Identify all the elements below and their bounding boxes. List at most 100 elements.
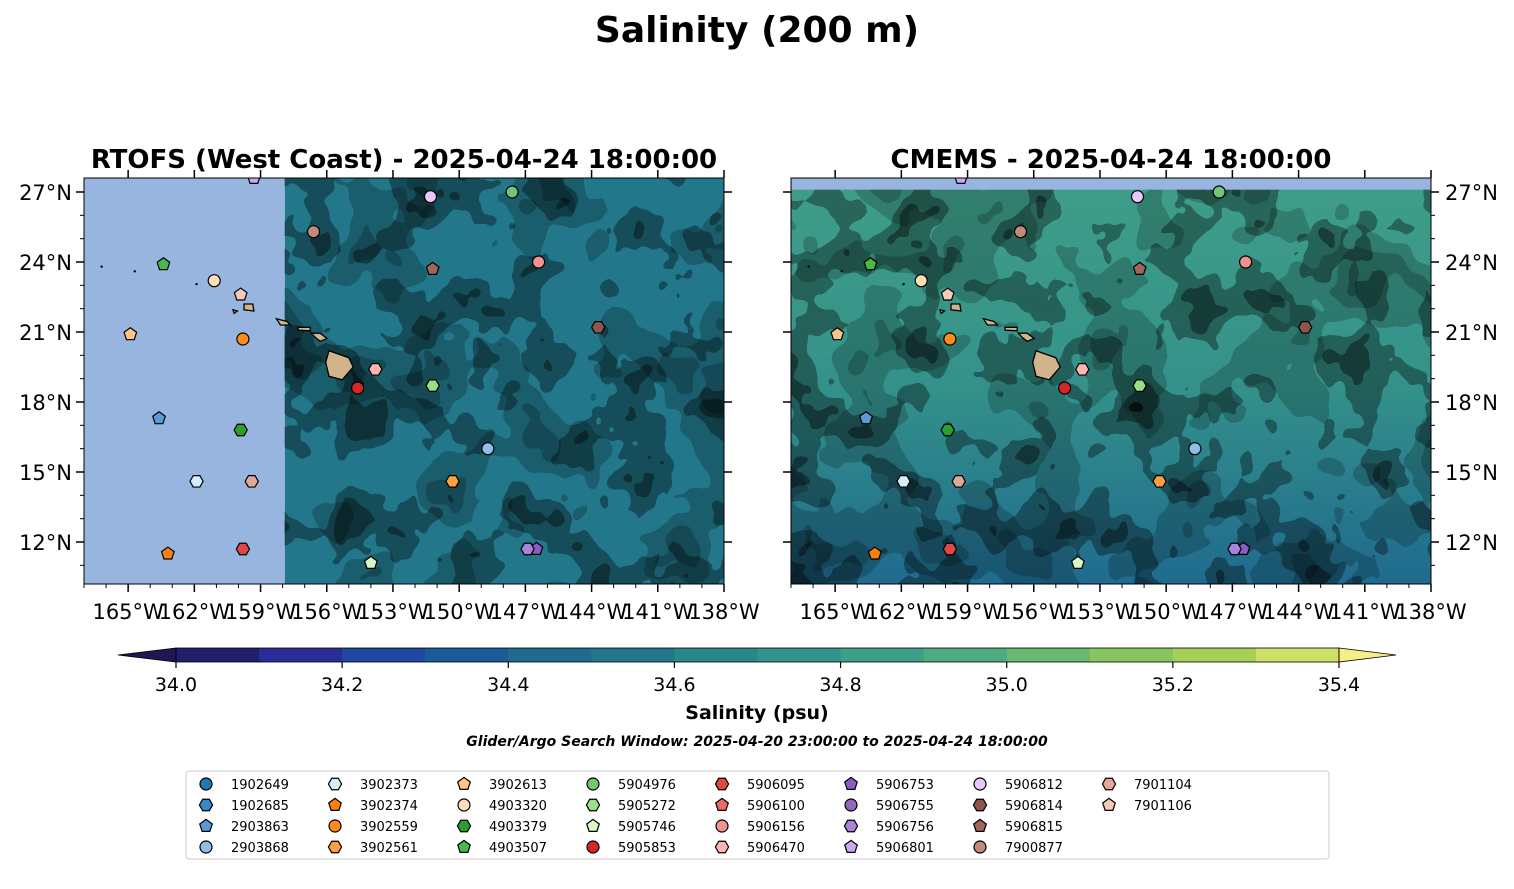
legend-label: 5906470 [747,841,805,856]
islet [195,282,198,286]
legend-marker-5906156 [715,819,729,833]
legend-item-5904976: 5904976 [586,777,676,793]
float-5906812 [1130,190,1145,204]
islet [840,270,843,273]
legend-marker-3902561 [327,840,343,854]
legend-label: 5906812 [1005,778,1063,793]
colorbar-label: Salinity (psu) [685,702,828,724]
colorbar-bin [425,648,509,662]
legend-marker-3902559 [328,819,342,833]
islet [902,282,905,286]
island-land [232,308,239,315]
float-5905746 [1070,555,1085,569]
legend-marker-1902649 [199,777,213,791]
y-tick-label: 18°N [1445,391,1498,415]
float-5906756 [1227,542,1242,556]
colorbar-bin [1006,648,1091,662]
island-land [325,349,354,381]
legend-label: 3902374 [360,799,418,814]
legend-label: 2903863 [231,820,289,835]
legend-marker-5906753 [844,776,858,790]
legend-item-7901106: 7901106 [1102,797,1192,814]
colorbar-bin [1172,648,1257,662]
legend-item-5906801: 5906801 [844,839,934,856]
legend-item-4903379: 4903379 [456,819,547,835]
figure-title: Salinity (200 m) [595,10,919,51]
float-7901104 [244,475,260,488]
colorbar-tick-label: 34.4 [487,674,529,696]
legend-item-1902685: 1902685 [198,798,289,814]
legend-label: 5906753 [876,778,934,793]
legend-marker-3902613 [457,776,471,790]
island-land [1016,332,1036,343]
legend-item-5906470: 5906470 [714,840,805,856]
legend-item-7901104: 7901104 [1101,777,1192,793]
x-tick-label: 153°W [1064,600,1136,624]
legend-marker-5906814 [972,798,988,812]
float-5905853 [1058,381,1072,395]
float-3902613 [123,326,138,341]
x-tick-label: 165°W [92,600,164,624]
x-tick-label: 138°W [1395,600,1467,624]
legend-item-4903320: 4903320 [457,798,547,814]
salinity-field-low [284,178,724,584]
colorbar-bin [259,648,343,662]
x-tick-label: 144°W [1263,600,1335,624]
y-tick-label: 18°N [19,391,72,415]
legend-item-5905272: 5905272 [585,798,676,814]
float-3902613 [830,326,845,341]
y-tick-label: 15°N [19,461,72,485]
island-land [981,317,999,326]
islet [807,265,810,268]
x-tick-label: 141°W [622,600,694,624]
colorbar-over-arrow [1338,647,1397,663]
float-5906470 [1075,363,1090,376]
x-tick-label: 147°W [1197,600,1269,624]
colorbar: 34.0 34.2 34.4 34.6 34.8 35.0 35.2 35.4 [117,647,1397,696]
float-3902374 [160,546,175,560]
float-5906156 [1239,255,1253,269]
float-4903507 [156,256,171,271]
float-5906814 [1297,321,1313,334]
colorbar-under-arrow [117,647,177,663]
map-frame [83,177,725,585]
y-tick-label: 12°N [19,531,72,555]
float-3902561 [445,475,460,488]
legend-marker-5906470 [714,840,730,854]
x-tick-label: 147°W [490,600,562,624]
float-5906814 [590,321,606,334]
legend-item-2903863: 2903863 [199,818,289,835]
islet [133,270,136,273]
x-tick-label: 156°W [998,600,1070,624]
x-tick-label: 162°W [866,600,938,624]
legend-item-5905853: 5905853 [586,840,676,856]
x-tick-label: 159°W [932,600,1004,624]
legend-marker-5906815 [973,818,987,832]
float-4903320 [914,274,928,288]
float-3902373 [896,475,911,488]
legend-marker-5905272 [585,798,601,812]
float-4903320 [207,274,221,288]
legend-marker-3902374 [328,797,342,811]
legend-label: 4903379 [489,820,547,835]
legend-item-7900877: 7900877 [973,840,1063,856]
float-7901106 [940,287,955,301]
legend-item-3902559: 3902559 [328,819,418,835]
legend-label: 7901104 [1134,778,1192,793]
x-tick-label: 159°W [225,600,297,624]
legend-marker-7901104 [1101,777,1117,791]
float-2903868 [1188,442,1202,456]
legend-label: 5906156 [747,820,805,835]
legend-label: 5904976 [618,778,676,793]
search-window-note: Glider/Argo Search Window: 2025-04-20 23… [466,734,1048,750]
float-5904976 [1212,185,1226,199]
float-5905272 [1132,379,1147,392]
no-data-region [84,178,285,584]
legend-label: 5905853 [618,841,676,856]
legend-label: 4903320 [489,799,547,814]
legend-marker-5906100 [715,797,729,811]
y-tick-label: 24°N [1445,251,1498,275]
legend-marker-5906756 [843,819,859,833]
legend-item-3902561: 3902561 [327,840,418,856]
legend-marker-5904976 [586,777,600,791]
